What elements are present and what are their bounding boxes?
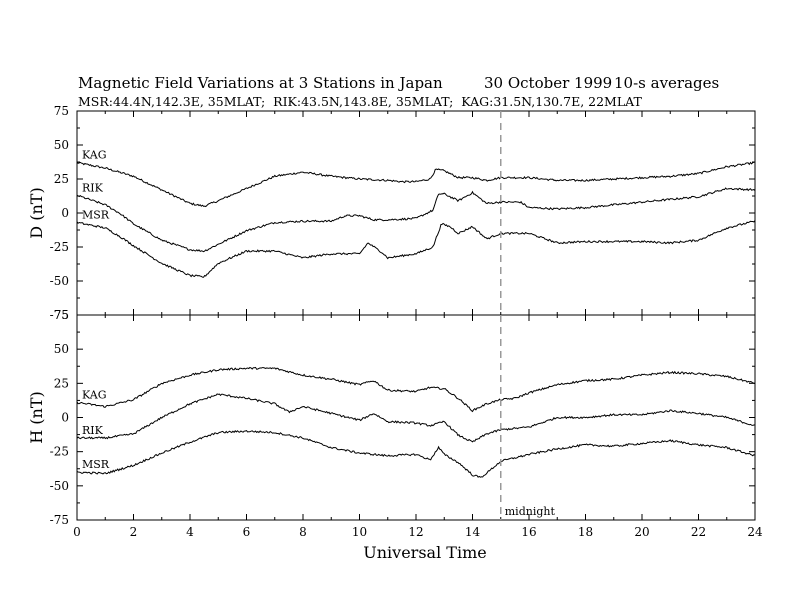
x-tick-label: 24: [747, 525, 763, 539]
panel-d: 75 50 25 0 -25 -50 -75 D (nT) KAG RIK MSR: [27, 104, 756, 322]
chart-date: 30 October 1999: [484, 74, 612, 92]
series-rik-label: RIK: [82, 424, 104, 437]
series-kag-label: KAG: [82, 388, 107, 401]
y-tick-label: -25: [50, 445, 69, 459]
x-tick-label: 0: [73, 525, 81, 539]
y-tick-label: 75: [54, 104, 69, 118]
x-tick-label: 20: [634, 525, 649, 539]
series-rik-label: RIK: [82, 181, 104, 194]
x-tick-label: 16: [521, 525, 536, 539]
station-coordinates: MSR:44.4N,142.3E, 35MLAT; RIK:43.5N,143.…: [78, 94, 642, 109]
x-tick-label: 12: [408, 525, 423, 539]
x-tick-label: 18: [578, 525, 593, 539]
y-tick-label: 50: [54, 342, 69, 356]
x-tick-label: 14: [465, 525, 481, 539]
y-tick-label: 0: [61, 411, 69, 425]
y-tick-label: -50: [50, 274, 69, 288]
y-axis-title: H (nT): [27, 391, 46, 444]
y-tick-label: -75: [50, 513, 69, 527]
chart-averaging: 10-s averages: [614, 74, 719, 92]
y-tick-label: 0: [61, 206, 69, 220]
panel-frame: [76, 110, 756, 316]
y-tick-label: 50: [54, 138, 69, 152]
y-tick-label: 25: [54, 376, 69, 390]
series-msr-label: MSR: [82, 209, 110, 222]
series-rik-line: [76, 187, 756, 253]
series-msr-line: [76, 430, 756, 478]
series-msr-label: MSR: [82, 458, 110, 471]
x-tick-label: 6: [243, 525, 251, 539]
y-tick-label: -75: [50, 308, 69, 322]
plot-area: 75 50 25 0 -25 -50 -75 D (nT) KAG RIK MSR 75 50 25 0 -2…: [27, 104, 763, 539]
x-axis-title: Universal Time: [363, 543, 486, 562]
x-tick-label: 10: [352, 525, 367, 539]
x-tick-label: 22: [691, 525, 706, 539]
series-rik-line: [76, 393, 756, 443]
y-tick-label: 25: [54, 172, 69, 186]
y-tick-label: 75: [54, 308, 69, 322]
chart-title: Magnetic Field Variations at 3 Stations …: [78, 74, 443, 92]
series-msr-line: [76, 220, 756, 278]
series-kag-line: [76, 161, 756, 208]
y-tick-label: -25: [50, 240, 69, 254]
series-kag-line: [76, 366, 756, 413]
panel-frame: [76, 314, 756, 521]
x-tick-label: 8: [299, 525, 307, 539]
y-axis-title: D (nT): [27, 187, 46, 238]
series-kag-label: KAG: [82, 149, 107, 162]
midnight-annotation: midnight: [505, 505, 556, 518]
x-tick-label: 2: [130, 525, 138, 539]
y-tick-label: -50: [50, 479, 69, 493]
x-tick-label: 4: [186, 525, 194, 539]
